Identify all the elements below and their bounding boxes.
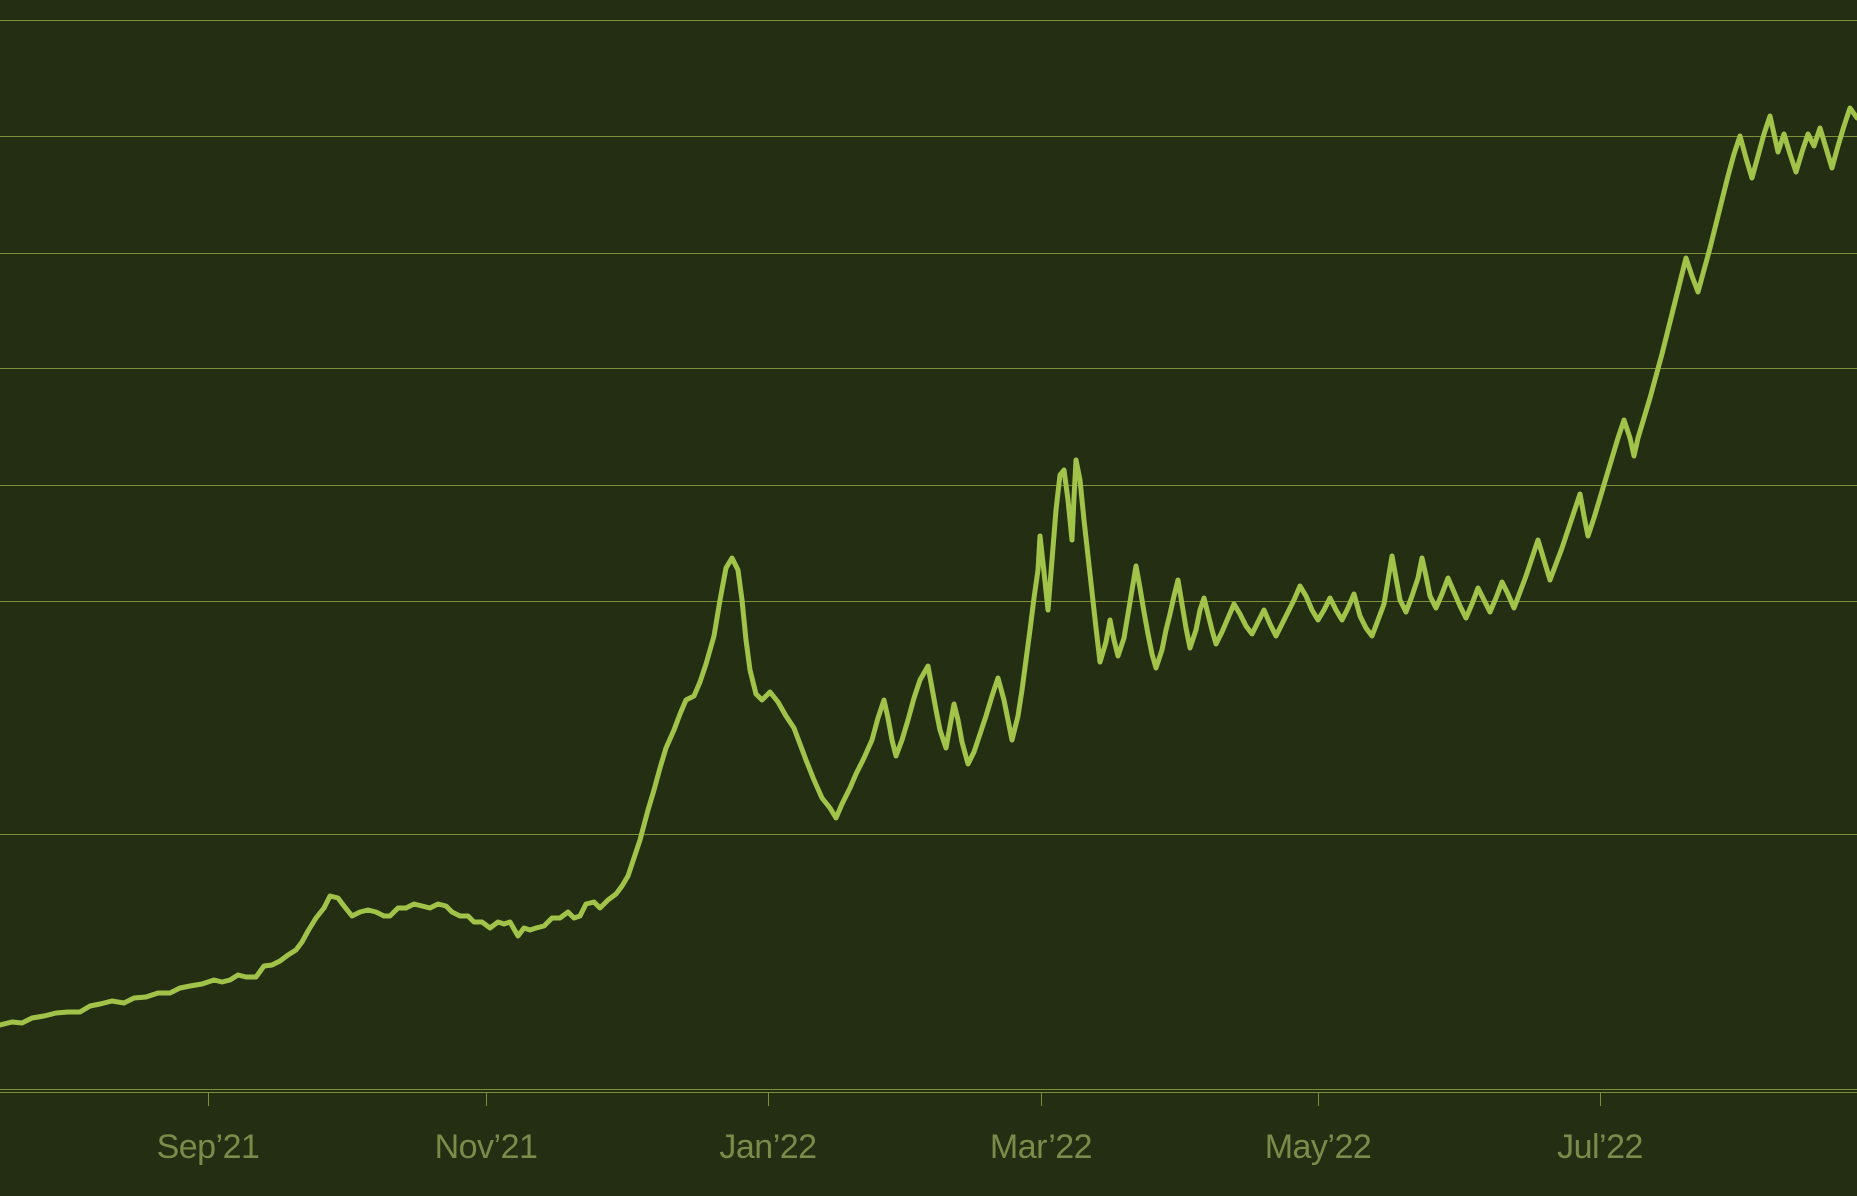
line-chart: Sep’21Nov’21Jan’22Mar’22May’22Jul’22 <box>0 0 1857 1196</box>
series-line <box>0 0 1857 1196</box>
